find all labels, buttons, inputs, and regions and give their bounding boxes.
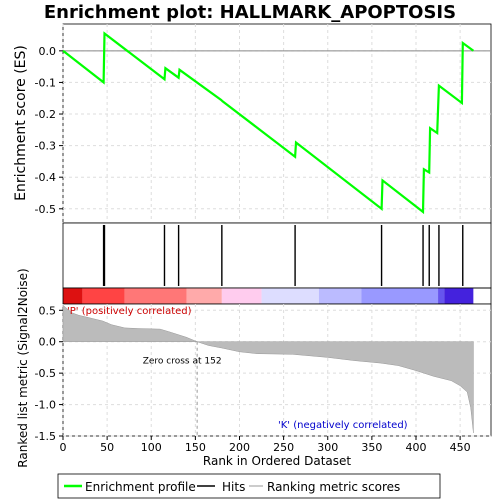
x-tick-label: 350 (361, 441, 382, 454)
es-y-tick-label: 0.0 (39, 45, 57, 58)
legend-label-enrichment-profile: Enrichment profile (85, 480, 196, 494)
color-bar-segment (63, 288, 83, 304)
color-bar-segment (444, 288, 474, 304)
es-y-tick-label: -0.2 (35, 108, 56, 121)
x-tick-label: 150 (185, 441, 206, 454)
rank-y-axis-label: Ranked list metric (Signal2Noise) (16, 268, 30, 467)
hits-panel (62, 222, 492, 289)
hits-panel-frame (62, 222, 492, 289)
color-bar-segment (318, 288, 362, 304)
ranking-metric-panel: 0.5 0.0 -0.5 -1.0 -1.5 'P' (positively corre… (16, 268, 492, 468)
rank-y-tick-label: 0.0 (39, 336, 57, 349)
x-ticks: 0 50 100 150 200 250 300 350 400 450 (60, 436, 471, 454)
x-tick-label: 100 (141, 441, 162, 454)
legend-label-hits: Hits (222, 480, 245, 494)
color-bar-segment (186, 288, 222, 304)
es-y-tick-label: -0.5 (35, 203, 56, 216)
es-y-ticks: 0.0 -0.1 -0.2 -0.3 -0.4 -0.5 (35, 45, 63, 216)
es-y-tick-label: -0.4 (35, 171, 56, 184)
ranking-metric-area (62, 304, 474, 433)
enrichment-score-panel: 0.0 -0.1 -0.2 -0.3 -0.4 -0.5 Enrichment score… (13, 23, 492, 224)
color-bar-segment (82, 288, 125, 304)
x-axis-label: Rank in Ordered Dataset (203, 454, 351, 468)
color-bar-segment (438, 288, 445, 304)
enrichment-profile-line (62, 31, 475, 215)
x-tick-label: 250 (273, 441, 294, 454)
es-y-tick-label: -0.1 (35, 76, 56, 89)
zero-cross-label: Zero cross at 152 (143, 357, 222, 367)
rank-y-tick-label: -1.0 (35, 399, 56, 412)
x-tick-label: 200 (229, 441, 250, 454)
es-panel-frame (62, 23, 492, 224)
color-bar-segment (361, 288, 439, 304)
positive-correlation-label: 'P' (positively correlated) (67, 306, 192, 317)
x-tick-label: 0 (60, 441, 67, 454)
es-y-tick-label: -0.3 (35, 140, 56, 153)
rank-y-tick-label: -1.5 (35, 430, 56, 443)
legend: Enrichment profile Hits Ranking metric s… (57, 473, 441, 499)
color-bar-segment (261, 288, 319, 304)
x-tick-label: 400 (405, 441, 426, 454)
rank-y-tick-label: -0.5 (35, 367, 56, 380)
x-tick-label: 50 (100, 441, 114, 454)
chart-title: Enrichment plot: HALLMARK_APOPTOSIS (44, 2, 456, 23)
legend-label-ranking-metric: Ranking metric scores (267, 480, 400, 494)
ranking-color-bar (63, 288, 474, 304)
es-y-axis-label: Enrichment score (ES) (13, 45, 29, 201)
color-bar-segment (221, 288, 262, 304)
rank-y-ticks: 0.5 0.0 -0.5 -1.0 -1.5 (35, 304, 63, 443)
x-tick-label: 300 (317, 441, 338, 454)
x-tick-label: 450 (450, 441, 471, 454)
negative-correlation-label: 'K' (negatively correlated) (278, 420, 408, 431)
color-bar-segment (124, 288, 187, 304)
rank-y-tick-label: 0.5 (39, 304, 57, 317)
hit-lines (102, 225, 464, 286)
